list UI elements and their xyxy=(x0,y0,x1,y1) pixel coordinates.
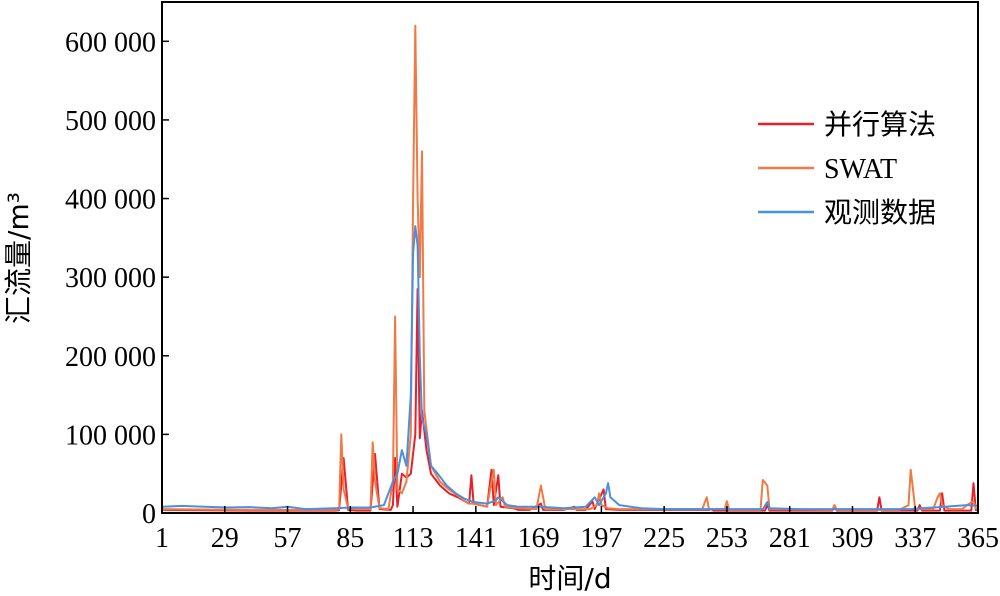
x-tick-label: 141 xyxy=(455,523,497,554)
x-tick-label: 29 xyxy=(211,523,239,554)
series-line-2 xyxy=(161,24,979,511)
y-tick-label: 300 000 xyxy=(65,263,156,294)
x-tick-label: 169 xyxy=(518,523,560,554)
x-tick-label: 309 xyxy=(831,523,873,554)
x-tick-label: 85 xyxy=(336,523,364,554)
legend-label-1: 并行算法 xyxy=(824,108,936,141)
x-tick-label: 57 xyxy=(274,523,302,554)
series-layer xyxy=(161,24,979,512)
x-tick-label: 113 xyxy=(393,523,434,554)
x-axis: 1 29 57 85 113 141 169 197 225 253 281 309 337 365 xyxy=(155,506,999,554)
y-tick-label: 100 000 xyxy=(65,420,156,451)
series-line-1 xyxy=(161,287,979,512)
legend-label-3: 观测数据 xyxy=(824,196,936,229)
y-tick-label: 600 000 xyxy=(65,27,156,58)
series-line-3 xyxy=(161,225,979,511)
y-tick-label: 200 000 xyxy=(65,342,156,373)
y-tick-label: 500 000 xyxy=(65,106,156,137)
y-tick-label: 0 xyxy=(142,499,156,530)
y-axis-label: 汇流量/m³ xyxy=(2,192,35,324)
y-tick-label: 400 000 xyxy=(65,185,156,216)
x-tick-label: 197 xyxy=(580,523,622,554)
x-tick-label: 225 xyxy=(643,523,685,554)
x-tick-label: 365 xyxy=(957,523,999,554)
x-tick-label: 1 xyxy=(155,523,169,554)
x-tick-label: 337 xyxy=(894,523,936,554)
legend-label-2: SWAT xyxy=(824,154,897,185)
plot-frame xyxy=(161,1,979,514)
y-axis: 0 100 000 200 000 300 000 400 000 500 000 600 … xyxy=(65,27,169,530)
x-axis-label: 时间/d xyxy=(528,562,611,595)
legend: 并行算法 SWAT 观测数据 xyxy=(758,108,936,229)
x-tick-label: 253 xyxy=(706,523,748,554)
x-tick-label: 281 xyxy=(769,523,811,554)
